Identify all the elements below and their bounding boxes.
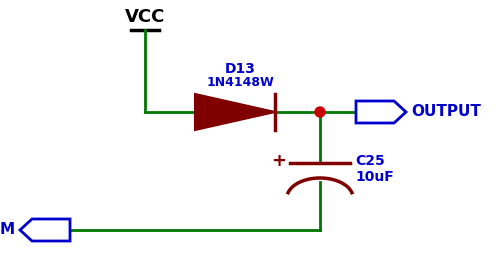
Polygon shape [20,219,70,241]
Text: VCC: VCC [125,8,165,26]
Text: PWM: PWM [0,222,16,237]
Text: +: + [271,152,286,170]
Text: 1N4148W: 1N4148W [206,76,274,89]
Text: C25: C25 [355,154,385,168]
Text: 10uF: 10uF [355,170,394,184]
Polygon shape [356,101,406,123]
Text: OUTPUT: OUTPUT [411,104,481,119]
Polygon shape [195,94,275,130]
Circle shape [315,107,325,117]
Text: D13: D13 [224,62,256,76]
